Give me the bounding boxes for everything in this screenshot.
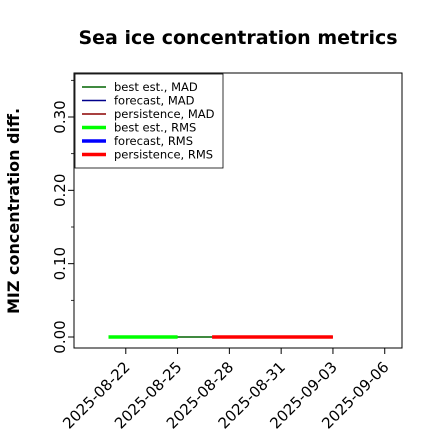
y-tick-label: 0.00	[51, 320, 69, 353]
legend-entry-label: persistence, RMS	[114, 148, 213, 162]
legend-entry-label: persistence, MAD	[114, 107, 215, 121]
y-tick-label: 0.30	[51, 100, 69, 133]
y-tick-label: 0.10	[51, 247, 69, 280]
legend-entry-label: forecast, RMS	[114, 134, 193, 148]
y-tick-label: 0.20	[51, 174, 69, 207]
y-axis-label: MIZ concentration diff.	[4, 108, 23, 314]
chart-title: Sea ice concentration metrics	[78, 27, 397, 49]
legend-entry-label: best est., MAD	[114, 80, 198, 94]
legend-entry-label: forecast, MAD	[114, 94, 195, 108]
legend-entry-label: best est., RMS	[114, 121, 196, 135]
plot-area-frame	[73, 72, 403, 349]
legend-frame	[74, 73, 224, 169]
